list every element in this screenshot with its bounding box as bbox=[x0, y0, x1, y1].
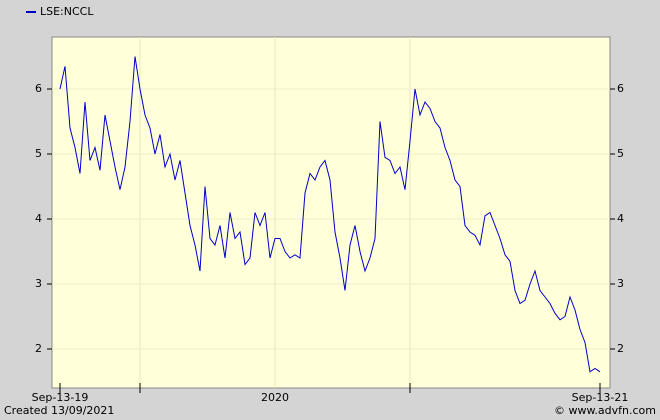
y2-tick-label: 6 bbox=[617, 82, 624, 95]
legend-label: LSE:NCCL bbox=[40, 5, 94, 18]
y2-tick-label: 2 bbox=[617, 342, 624, 355]
x-tick-label: Sep-13-19 bbox=[32, 391, 89, 404]
y-tick-label: 5 bbox=[35, 147, 42, 160]
y-tick-label: 4 bbox=[35, 212, 42, 225]
y2-tick-label: 3 bbox=[617, 277, 624, 290]
x-tick-label: 2020 bbox=[261, 391, 289, 404]
y-tick-label: 3 bbox=[35, 277, 42, 290]
y-tick-label: 6 bbox=[35, 82, 42, 95]
plot-area bbox=[51, 36, 611, 389]
y2-tick-label: 4 bbox=[617, 212, 624, 225]
x-tick-label: Sep-13-21 bbox=[572, 391, 629, 404]
source-note: © www.advfn.com bbox=[554, 404, 656, 417]
y2-tick-label: 5 bbox=[617, 147, 624, 160]
y-tick-label: 2 bbox=[35, 342, 42, 355]
created-note: Created 13/09/2021 bbox=[4, 404, 114, 417]
price-line bbox=[59, 56, 601, 373]
